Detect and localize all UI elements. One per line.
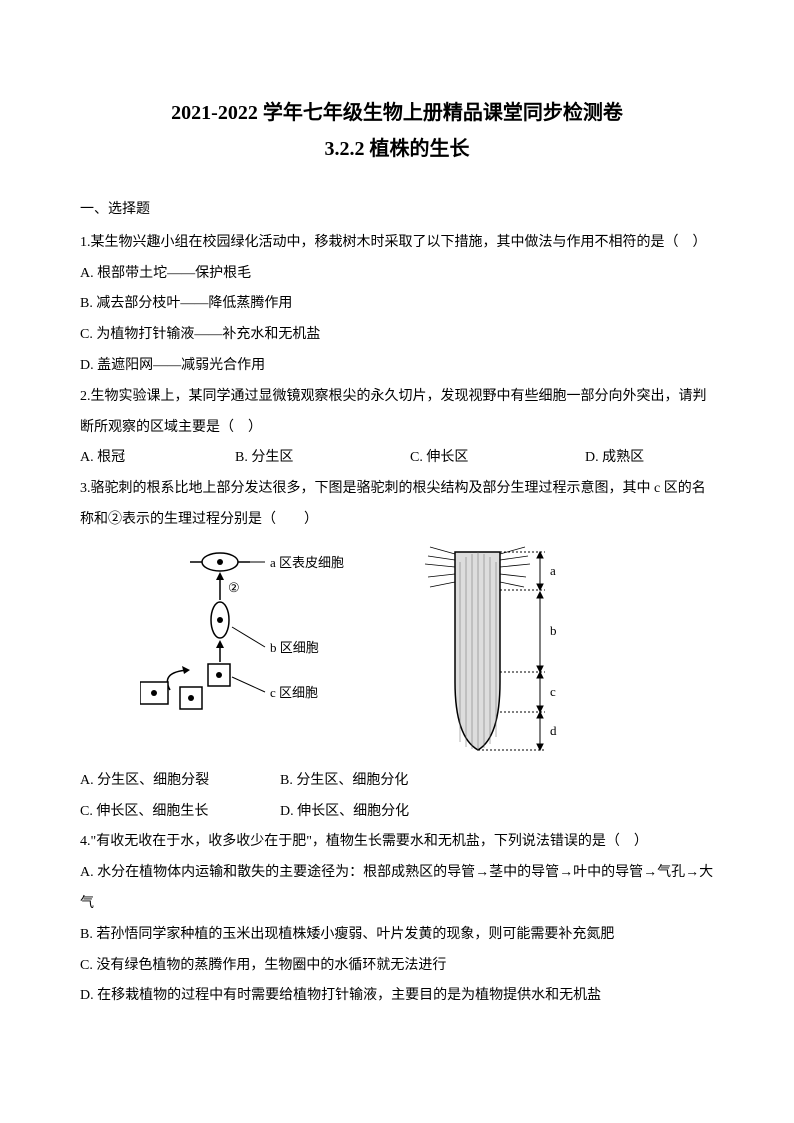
q3-stem: 3.骆驼刺的根系比地上部分发达很多，下图是骆驼刺的根尖结构及部分生理过程示意图，…: [80, 474, 714, 536]
label-a-cell: a 区表皮细胞: [270, 555, 344, 570]
label-c-cell: c 区细胞: [270, 685, 318, 700]
region-c-label: c: [550, 684, 556, 699]
main-title: 2021-2022 学年七年级生物上册精品课堂同步检测卷: [80, 95, 714, 131]
q4-option-a: A. 水分在植物体内运输和散失的主要途径为：根部成熟区的导管→茎中的导管→叶中的…: [80, 858, 714, 920]
q4-option-d: D. 在移栽植物的过程中有时需要给植物打针输液，主要目的是为植物提供水和无机盐: [80, 981, 714, 1012]
label-b-cell: b 区细胞: [270, 640, 319, 655]
q3-option-b: B. 分生区、细胞分化: [280, 766, 480, 797]
q1-stem: 1.某生物兴趣小组在校园绿化活动中，移栽树木时采取了以下措施，其中做法与作用不相…: [80, 228, 714, 259]
region-d-label: d: [550, 723, 557, 738]
arrow-2-label: ②: [228, 580, 240, 595]
q3-options-row2: C. 伸长区、细胞生长 D. 伸长区、细胞分化: [80, 797, 714, 828]
region-a-label: a: [550, 563, 556, 578]
q1-option-c: C. 为植物打针输液——补充水和无机盐: [80, 320, 714, 351]
cell-process: ② ① a 区表皮细胞 b 区细胞 c 区细胞: [140, 553, 344, 709]
q4-stem: 4."有收无收在于水，收多收少在于肥"，植物生长需要水和无机盐，下列说法错误的是…: [80, 827, 714, 858]
q2-option-a: A. 根冠: [80, 443, 235, 474]
q3-options-row1: A. 分生区、细胞分裂 B. 分生区、细胞分化: [80, 766, 714, 797]
q1-option-b: B. 减去部分枝叶——降低蒸腾作用: [80, 289, 714, 320]
q1-option-a: A. 根部带土坨——保护根毛: [80, 259, 714, 290]
q3-diagram: ② ① a 区表皮细胞 b 区细胞 c 区细胞: [140, 542, 714, 762]
q2-stem: 2.生物实验课上，某同学通过显微镜观察根尖的永久切片，发现视野中有些细胞一部分向…: [80, 382, 714, 444]
q1-option-d: D. 盖遮阳网——减弱光合作用: [80, 351, 714, 382]
root-tip: a b c d: [425, 547, 557, 750]
q3-option-c: C. 伸长区、细胞生长: [80, 797, 280, 828]
sub-title: 3.2.2 植株的生长: [80, 131, 714, 167]
section-header: 一、选择题: [80, 195, 714, 226]
q3-option-a: A. 分生区、细胞分裂: [80, 766, 280, 797]
region-b-label: b: [550, 623, 557, 638]
q2-option-b: B. 分生区: [235, 443, 410, 474]
q4-option-c: C. 没有绿色植物的蒸腾作用，生物圈中的水循环就无法进行: [80, 951, 714, 982]
q2-options-row: A. 根冠 B. 分生区 C. 伸长区 D. 成熟区: [80, 443, 714, 474]
root-diagram-svg: ② ① a 区表皮细胞 b 区细胞 c 区细胞: [140, 542, 600, 762]
q3-option-d: D. 伸长区、细胞分化: [280, 797, 480, 828]
q2-option-c: C. 伸长区: [410, 443, 585, 474]
q4-option-b: B. 若孙悟同学家种植的玉米出现植株矮小瘦弱、叶片发黄的现象，则可能需要补充氮肥: [80, 920, 714, 951]
q2-option-d: D. 成熟区: [585, 443, 644, 474]
